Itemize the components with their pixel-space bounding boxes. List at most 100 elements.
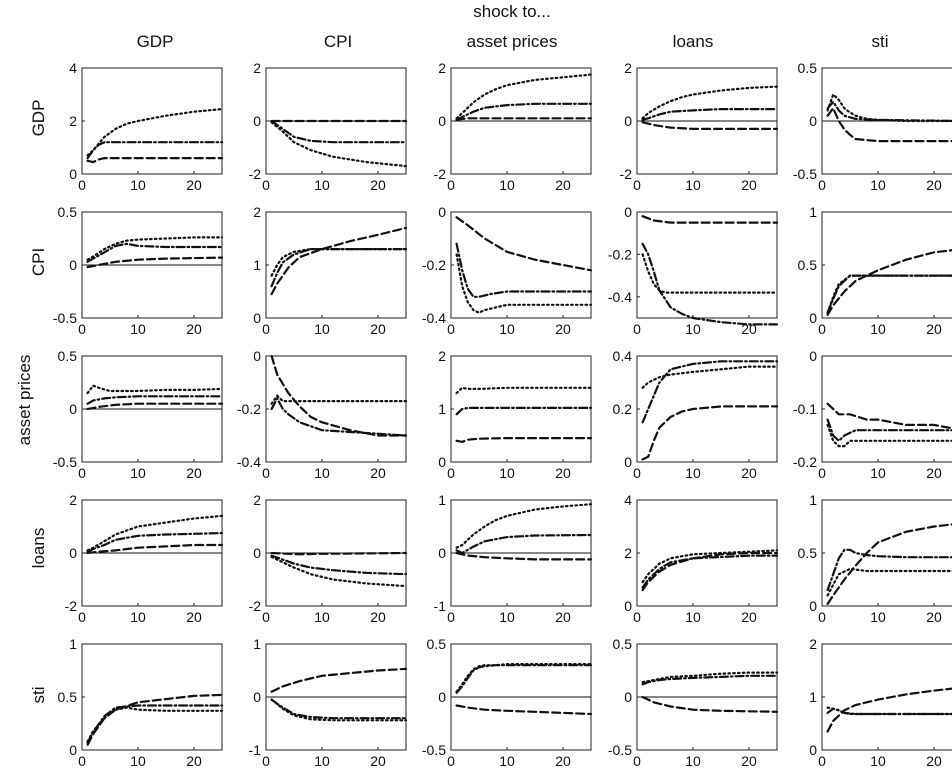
panel-sti-to-cpi-ytick: -1 (249, 742, 262, 758)
panel-gdp-to-asset-prices-series-dashdot (455, 102, 593, 121)
panel-sti-to-loans-series-dashed (641, 695, 779, 713)
panel-cpi-to-sti-series-dashdot (826, 274, 952, 314)
panel-sti-to-gdp-xtick: 0 (78, 753, 86, 769)
panel-asset-prices-to-cpi: -0.4 -0.2 0 0 10 20 (237, 348, 408, 481)
panel-cpi-to-loans-frame (636, 211, 778, 319)
panel-asset-prices-to-sti-ytick: 0 (809, 348, 817, 364)
panel-asset-prices-to-asset-prices-series-dotted (455, 386, 593, 395)
panel-sti-to-cpi-series-dotted (270, 698, 408, 722)
column-title-sti: sti (872, 32, 889, 51)
panel-asset-prices-to-asset-prices-ytick: 2 (438, 348, 446, 364)
panel-asset-prices-to-sti-ytick: -0.2 (793, 454, 817, 470)
panel-cpi-to-asset-prices-series-dashdot (455, 242, 593, 298)
panel-gdp-to-gdp-xtick: 10 (130, 177, 146, 193)
panel-loans-to-gdp-series-dashdot (86, 532, 224, 553)
panel-sti-to-loans-ytick: 0 (624, 689, 632, 705)
panel-cpi-to-asset-prices-series-dashed (455, 216, 593, 272)
panel-loans-to-sti-xtick: 10 (870, 609, 886, 625)
panel-gdp-to-loans-ytick: 0 (624, 113, 632, 129)
panel-gdp-to-loans-series-dashdot (641, 108, 779, 121)
panel-cpi-to-loans-ytick: -0.2 (608, 246, 632, 262)
panel-sti-to-loans-xtick: 20 (741, 753, 757, 769)
panel-cpi-to-gdp-ytick: -0.5 (53, 310, 77, 326)
panel-cpi-to-gdp-series-dashed (86, 256, 224, 269)
panel-sti-to-loans: -0.500.50 10 20 (608, 636, 779, 769)
panel-gdp-to-loans-xtick: 10 (685, 177, 701, 193)
panel-loans-to-asset-prices-xtick: 10 (499, 609, 515, 625)
panel-cpi-to-sti-series-dashed (826, 249, 952, 316)
panel-gdp-to-gdp-series-dashed (86, 157, 224, 164)
panel-cpi-to-asset-prices-xtick: 0 (447, 321, 455, 337)
panel-asset-prices-to-cpi-ytick: 0 (253, 348, 261, 364)
panel-cpi-to-sti-ytick: 0 (809, 310, 817, 326)
panel-cpi-to-loans-xtick: 10 (685, 321, 701, 337)
panel-cpi-to-loans-series-dotted (641, 253, 779, 294)
panel-asset-prices-to-sti-series-dotted (826, 423, 952, 448)
panel-asset-prices-to-cpi-ytick: -0.4 (237, 454, 261, 470)
panel-gdp-to-loans-series-dashed (641, 121, 779, 130)
panel-gdp-to-asset-prices-series-dotted (455, 73, 593, 120)
panel-asset-prices-to-loans-ytick: 0.2 (613, 401, 633, 417)
panel-cpi-to-cpi-xtick: 0 (262, 321, 270, 337)
panel-loans-to-asset-prices-xtick: 20 (555, 609, 571, 625)
panel-loans-to-cpi-xtick: 0 (262, 609, 270, 625)
panel-sti-to-gdp-frame (81, 643, 223, 751)
panel-asset-prices-to-sti-xtick: 10 (870, 465, 886, 481)
panel-asset-prices-to-asset-prices-ytick: 1 (438, 401, 446, 417)
column-title-asset-prices: asset prices (467, 32, 558, 51)
panel-gdp-to-asset-prices-ytick: -2 (434, 166, 447, 182)
panel-loans-to-gdp-series-dotted (86, 514, 224, 552)
panel-gdp-to-asset-prices-series-dashed (455, 117, 593, 121)
panel-loans-to-asset-prices-ytick: 1 (438, 492, 446, 508)
panel-cpi-to-gdp-ytick: 0.5 (58, 204, 78, 220)
panel-cpi-to-asset-prices: -0.4 -0.2 0 0 10 20 (422, 204, 593, 337)
panel-loans-to-loans-ytick: 0 (624, 598, 632, 614)
column-title-gdp: GDP (137, 32, 174, 51)
panel-sti-to-cpi-xtick: 10 (314, 753, 330, 769)
panel-loans-to-asset-prices-series-dashdot (455, 533, 593, 555)
panel-loans-to-asset-prices-xtick: 0 (447, 609, 455, 625)
panel-gdp-to-asset-prices-xtick: 10 (499, 177, 515, 193)
panel-asset-prices-to-loans-ytick: 0 (624, 454, 632, 470)
panel-sti-to-asset-prices-xtick: 20 (555, 753, 571, 769)
panel-gdp-to-cpi-series-dashdot (270, 119, 408, 144)
panel-sti-to-gdp-series-dashed (86, 693, 224, 746)
panel-loans-to-loans-xtick: 0 (633, 609, 641, 625)
row-label-sti: sti (29, 687, 48, 704)
panel-asset-prices-to-sti-xtick: 20 (926, 465, 942, 481)
panel-cpi-to-cpi-ytick: 2 (253, 204, 261, 220)
panel-sti-to-gdp-xtick: 10 (130, 753, 146, 769)
panel-sti-to-sti-ytick: 1 (809, 689, 817, 705)
row-label-loans: loans (29, 528, 48, 569)
panel-asset-prices-to-asset-prices-xtick: 10 (499, 465, 515, 481)
row-label-gdp: GDP (29, 100, 48, 137)
panel-sti-to-gdp: 00.510 10 20 (58, 636, 224, 769)
panel-asset-prices-to-cpi-frame (265, 355, 407, 463)
panel-gdp-to-asset-prices-xtick: 20 (555, 177, 571, 193)
panel-cpi-to-loans-series-dashdot (641, 242, 779, 326)
panel-asset-prices-to-cpi-series-dotted (270, 394, 408, 405)
panel-cpi-to-sti-xtick: 0 (818, 321, 826, 337)
panel-loans-to-loans: 0 2 4 0 10 20 (624, 492, 779, 625)
panel-gdp-to-gdp: 0 2 4 0 10 20 (69, 60, 224, 193)
panel-cpi-to-asset-prices-ytick: -0.2 (422, 257, 446, 273)
panel-sti-to-sti-xtick: 10 (870, 753, 886, 769)
panel-cpi-to-loans: -0.4 -0.2 0 0 10 20 (608, 204, 779, 337)
panel-cpi-to-cpi-xtick: 20 (370, 321, 386, 337)
panel-sti-to-sti-ytick: 2 (809, 636, 817, 652)
panel-sti-to-asset-prices-series-dashdot (455, 664, 593, 694)
panel-loans-to-sti-xtick: 20 (926, 609, 942, 625)
panel-cpi-to-asset-prices-ytick: -0.4 (422, 310, 446, 326)
panel-loans-to-asset-prices-series-dotted (455, 503, 593, 549)
panel-asset-prices-to-gdp-ytick: -0.5 (53, 454, 77, 470)
panel-loans-to-asset-prices-ytick: 0 (438, 545, 446, 561)
panel-gdp-to-sti-ytick: 0.5 (798, 60, 818, 76)
column-title-cpi: CPI (324, 32, 352, 51)
panel-cpi-to-loans-xtick: 0 (633, 321, 641, 337)
panel-sti-to-sti-xtick: 20 (926, 753, 942, 769)
